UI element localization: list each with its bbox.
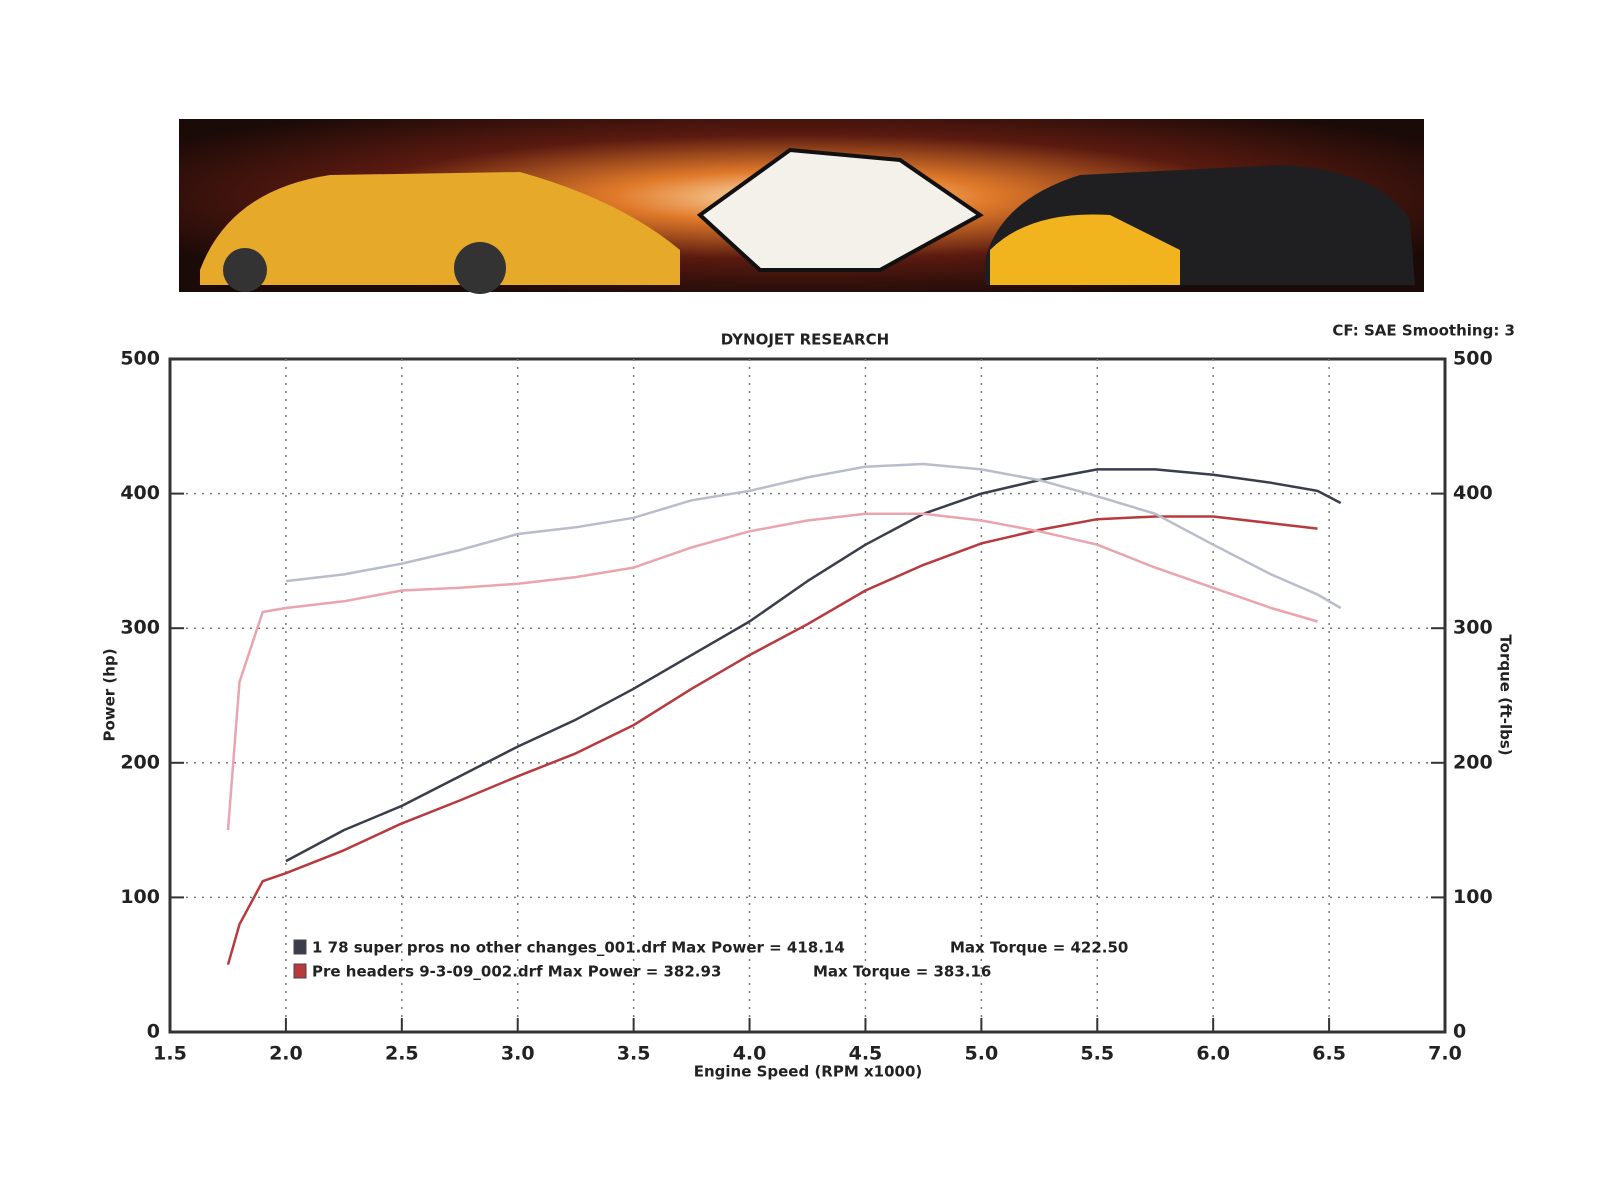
logo (696, 147, 984, 272)
data-line (226, 515, 1318, 966)
annotation: CF: SAE Smoothing: 3 (1332, 322, 1515, 340)
x-axis-title: Engine Speed (RPM x1000) (694, 1063, 923, 1081)
plot-frame (168, 357, 1447, 1034)
legend-label: 1 78 super pros no other changes_001.drf… (312, 939, 845, 957)
y-tick-label: 100 (120, 886, 160, 908)
x-tick-label: 2.5 (385, 1043, 419, 1065)
chart-title: DYNOJET RESEARCH (721, 331, 889, 349)
y2-axis-title: Torque (ft-lbs) (1497, 634, 1515, 755)
x-tick-label: 4.0 (733, 1043, 767, 1065)
y-tick-label: 500 (120, 348, 160, 370)
y2-tick-label: 300 (1453, 617, 1493, 639)
data-line (285, 462, 1342, 610)
legend-label: Pre headers 9-3-09_002.drf Max Power = 3… (312, 963, 721, 981)
legend-label: Max Torque = 383.16 (813, 963, 991, 981)
car-left (200, 172, 680, 285)
x-tick-label: 2.0 (269, 1043, 303, 1065)
x-tick-label: 6.5 (1312, 1043, 1346, 1065)
data-line (285, 468, 1342, 863)
x-tick-label: 5.5 (1080, 1043, 1114, 1065)
wheel (223, 248, 267, 292)
x-tick-label: 7.0 (1428, 1043, 1462, 1065)
y2-tick-label: 400 (1453, 482, 1493, 504)
y-axis-title: Power (hp) (101, 648, 119, 741)
banner (179, 119, 1424, 294)
legend-swatch (293, 963, 307, 979)
flames (990, 214, 1180, 285)
x-tick-label: 5.0 (965, 1043, 999, 1065)
wheel (454, 242, 506, 294)
y2-tick-label: 200 (1453, 751, 1493, 773)
data-line (226, 512, 1318, 831)
x-tick-label: 4.5 (849, 1043, 883, 1065)
y2-tick-label: 100 (1453, 886, 1493, 908)
y-tick-label: 200 (120, 751, 160, 773)
y-tick-label: 300 (120, 617, 160, 639)
x-tick-label: 6.0 (1196, 1043, 1230, 1065)
y-tick-label: 400 (120, 482, 160, 504)
y-tick-label: 0 (147, 1021, 160, 1043)
legend-swatch (293, 939, 307, 955)
y2-tick-label: 0 (1453, 1021, 1466, 1043)
legend-label: Max Torque = 422.50 (950, 939, 1128, 957)
x-tick-label: 3.0 (501, 1043, 535, 1065)
x-tick-label: 1.5 (153, 1043, 187, 1065)
x-tick-label: 3.5 (617, 1043, 651, 1065)
y2-tick-label: 500 (1453, 348, 1493, 370)
